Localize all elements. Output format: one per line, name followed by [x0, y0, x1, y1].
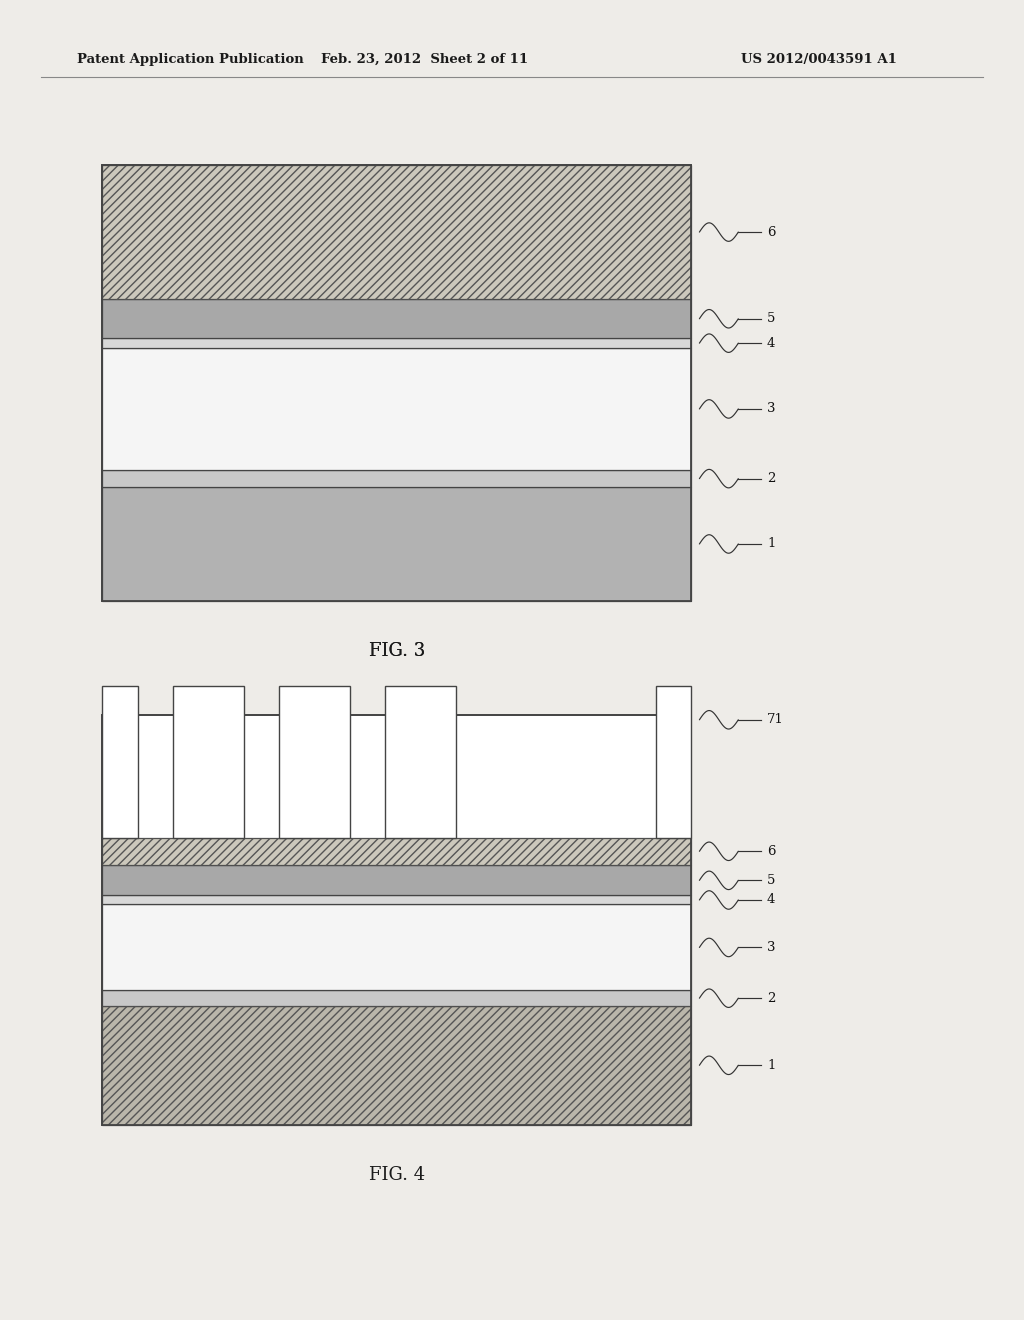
Text: 1: 1 — [767, 537, 775, 550]
Bar — [102, 715, 691, 1125]
Text: 2: 2 — [767, 473, 775, 486]
Text: 5: 5 — [767, 874, 775, 887]
Bar — [173, 686, 244, 838]
Text: 3: 3 — [767, 941, 775, 954]
Bar — [102, 686, 137, 838]
Text: 4: 4 — [767, 894, 775, 907]
Bar — [102, 338, 691, 348]
Text: 6: 6 — [767, 226, 775, 239]
Bar — [102, 838, 691, 865]
Bar — [102, 165, 691, 601]
Text: Feb. 23, 2012  Sheet 2 of 11: Feb. 23, 2012 Sheet 2 of 11 — [322, 53, 528, 66]
Text: 6: 6 — [767, 845, 775, 858]
Bar — [102, 895, 691, 904]
Text: 2: 2 — [767, 991, 775, 1005]
Bar — [102, 865, 691, 895]
Text: Patent Application Publication: Patent Application Publication — [77, 53, 303, 66]
Text: 4: 4 — [767, 337, 775, 350]
Text: US 2012/0043591 A1: US 2012/0043591 A1 — [741, 53, 897, 66]
Text: 5: 5 — [767, 313, 775, 325]
Text: 3: 3 — [767, 403, 775, 416]
Bar — [102, 1006, 691, 1125]
Text: FIG. 3: FIG. 3 — [369, 642, 425, 660]
Bar — [279, 686, 349, 838]
Bar — [385, 686, 456, 838]
Bar — [102, 165, 691, 601]
Bar — [102, 348, 691, 470]
Text: 1: 1 — [767, 1059, 775, 1072]
Bar — [102, 300, 691, 338]
Bar — [102, 487, 691, 601]
Bar — [102, 990, 691, 1006]
Text: 71: 71 — [767, 713, 783, 726]
Bar — [102, 470, 691, 487]
Bar — [102, 838, 691, 865]
Bar — [655, 686, 691, 838]
Text: FIG. 4: FIG. 4 — [369, 1166, 425, 1184]
Text: FIG. 3: FIG. 3 — [369, 642, 425, 660]
Bar — [102, 165, 691, 300]
Bar — [102, 165, 691, 300]
Bar — [102, 1006, 691, 1125]
Bar — [102, 904, 691, 990]
Bar — [102, 715, 691, 1125]
